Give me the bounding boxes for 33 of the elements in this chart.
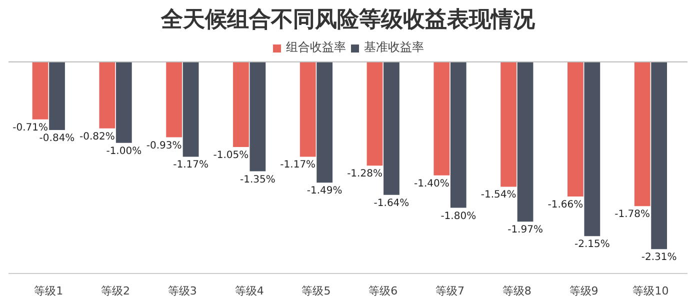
- data-label: -2.15%: [574, 239, 610, 250]
- data-label: -1.00%: [106, 146, 142, 157]
- data-label: -1.28%: [347, 168, 382, 180]
- data-label: -1.17%: [173, 160, 208, 171]
- data-label: -1.17%: [280, 160, 316, 171]
- data-label: -2.31%: [641, 252, 677, 264]
- data-label: -1.54%: [480, 190, 516, 201]
- x-tick-label: 等级6: [368, 284, 398, 298]
- data-label: -1.80%: [440, 210, 476, 222]
- data-label: -0.84%: [39, 132, 75, 144]
- x-tick-label: 等级5: [302, 284, 331, 298]
- x-tick-label: 等级2: [101, 284, 130, 298]
- data-label: -0.82%: [79, 131, 115, 142]
- x-tick-label: 等级1: [34, 284, 64, 298]
- x-tick-label: 等级7: [436, 284, 465, 298]
- x-tick-label: 等级8: [502, 284, 532, 298]
- data-label: -0.71%: [12, 122, 48, 134]
- data-label: -1.66%: [548, 199, 584, 210]
- data-label: -1.64%: [374, 198, 410, 209]
- x-tick-label: 等级10: [632, 284, 669, 298]
- legend-label: 基准收益率: [364, 39, 424, 56]
- x-tick-label: 等级3: [168, 284, 197, 298]
- data-label: -1.05%: [213, 150, 249, 161]
- x-tick-label: 等级9: [569, 284, 598, 298]
- data-label: -1.78%: [614, 209, 650, 220]
- data-label: -1.35%: [240, 174, 276, 186]
- chart-title: 全天候组合不同风险等级收益表现情况: [160, 8, 536, 32]
- data-label: -1.97%: [508, 224, 543, 236]
- data-label: -1.40%: [414, 178, 450, 190]
- data-label: -0.93%: [146, 140, 182, 152]
- x-tick-label: 等级4: [234, 284, 264, 298]
- data-label: -1.49%: [306, 186, 342, 197]
- legend-label: 组合收益率: [286, 39, 346, 56]
